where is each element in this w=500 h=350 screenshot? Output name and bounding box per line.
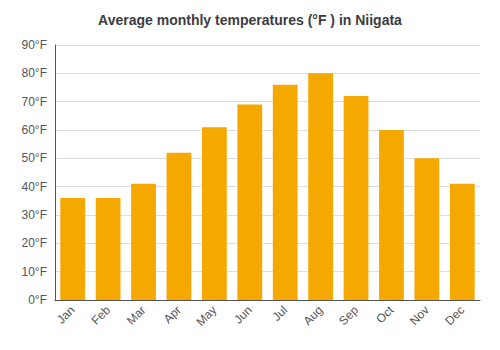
svg-text:Jan: Jan: [54, 303, 78, 327]
svg-text:10°F: 10°F: [22, 265, 47, 279]
svg-text:Jul: Jul: [269, 303, 290, 324]
svg-text:May: May: [193, 303, 219, 329]
svg-text:Average monthly temperatures (: Average monthly temperatures (°F ) in Ni…: [98, 12, 402, 28]
svg-text:Aug: Aug: [301, 303, 326, 328]
svg-text:Dec: Dec: [442, 303, 467, 328]
svg-text:Jun: Jun: [231, 303, 255, 327]
svg-text:Nov: Nov: [407, 303, 432, 328]
svg-text:30°F: 30°F: [22, 208, 47, 222]
svg-text:90°F: 90°F: [22, 38, 47, 52]
svg-text:60°F: 60°F: [22, 123, 47, 137]
svg-text:Apr: Apr: [161, 303, 184, 326]
svg-text:40°F: 40°F: [22, 180, 47, 194]
svg-text:Mar: Mar: [124, 303, 149, 327]
svg-text:20°F: 20°F: [22, 236, 47, 250]
svg-text:Feb: Feb: [89, 303, 114, 328]
svg-text:70°F: 70°F: [22, 95, 47, 109]
svg-text:Sep: Sep: [336, 303, 361, 328]
svg-text:0°F: 0°F: [28, 293, 47, 307]
svg-text:80°F: 80°F: [22, 66, 47, 80]
svg-text:Oct: Oct: [373, 303, 397, 327]
svg-text:50°F: 50°F: [22, 151, 47, 165]
